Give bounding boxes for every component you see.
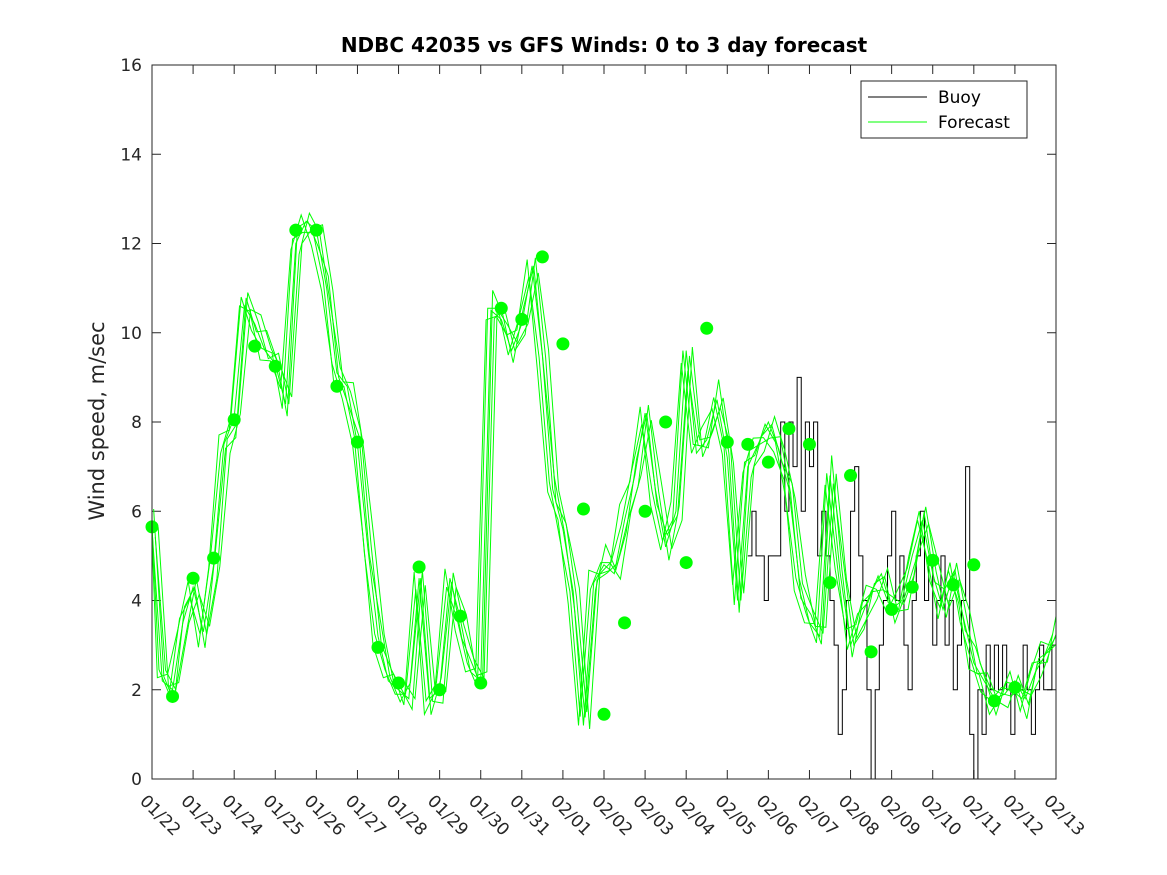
forecast-point [515, 312, 529, 326]
forecast-point [412, 560, 426, 574]
x-tick-label: 01/24 [218, 791, 267, 840]
y-axis-label: Wind speed, m/sec [85, 321, 109, 520]
y-tick-label: 8 [131, 413, 142, 433]
y-tick-label: 12 [120, 235, 142, 255]
forecast-line [151, 220, 1057, 726]
forecast-point [659, 415, 673, 429]
y-tick-label: 2 [131, 681, 142, 701]
x-tick-label: 01/22 [135, 791, 184, 840]
forecast-point [700, 321, 714, 335]
forecast-point [741, 437, 755, 451]
forecast-point [885, 602, 899, 616]
forecast-point [905, 580, 919, 594]
forecast-point [268, 359, 282, 373]
x-tick-label: 02/10 [916, 791, 965, 840]
buoy-series [747, 376, 1057, 780]
x-tick-label: 02/05 [711, 791, 760, 840]
x-tick-label: 02/04 [670, 791, 719, 840]
buoy-line [747, 376, 1057, 780]
forecast-point [679, 556, 693, 570]
forecast-point [371, 640, 385, 654]
x-tick-label: 02/13 [1039, 791, 1088, 840]
x-tick-label: 02/12 [998, 791, 1047, 840]
x-tick-label: 01/26 [300, 791, 349, 840]
x-tick-label: 02/02 [587, 791, 636, 840]
forecast-point [967, 558, 981, 572]
forecast-point [987, 694, 1001, 708]
forecast-point [597, 707, 611, 721]
x-tick-label: 02/09 [875, 791, 924, 840]
forecast-point [350, 435, 364, 449]
forecast-point [864, 645, 878, 659]
legend: Buoy Forecast [860, 80, 1028, 139]
forecast-point [576, 502, 590, 516]
y-tick-label: 16 [120, 56, 142, 76]
forecast-point [802, 437, 816, 451]
y-tick-label: 0 [131, 770, 142, 790]
forecast-point [289, 223, 303, 237]
forecast-point [720, 435, 734, 449]
x-tick-label: 02/01 [546, 791, 595, 840]
x-tick-label: 02/11 [957, 791, 1006, 840]
forecast-point [844, 469, 858, 483]
forecast-point [638, 504, 652, 518]
forecast-point [392, 676, 406, 690]
x-tick-label: 02/08 [834, 791, 883, 840]
forecast-point [207, 551, 221, 565]
forecast-point [823, 576, 837, 590]
forecast-point [186, 571, 200, 585]
x-tick-label: 02/06 [752, 791, 801, 840]
legend-buoy-label: Buoy [938, 88, 981, 108]
forecast-point [309, 223, 323, 237]
y-tick-label: 6 [131, 502, 142, 522]
plot-background [152, 65, 1056, 779]
forecast-point [946, 578, 960, 592]
forecast-point [474, 676, 488, 690]
forecast-point [227, 413, 241, 427]
forecast-point [618, 616, 632, 630]
x-tick-label: 01/30 [464, 791, 513, 840]
x-tick-label: 02/03 [629, 791, 678, 840]
forecast-point [761, 455, 775, 469]
forecast-point [1008, 681, 1022, 695]
forecast-line [153, 220, 1057, 719]
forecast-point [166, 689, 180, 703]
chart-title: NDBC 42035 vs GFS Winds: 0 to 3 day fore… [341, 33, 868, 57]
x-tick-label: 01/31 [505, 791, 554, 840]
legend-forecast-label: Forecast [938, 113, 1010, 133]
forecast-point [494, 301, 508, 315]
x-tick-label: 01/25 [259, 791, 308, 840]
forecast-point [433, 683, 447, 697]
y-tick-label: 4 [131, 592, 142, 612]
legend-box [860, 80, 1028, 139]
forecast-point [453, 609, 467, 623]
y-tick-label: 14 [120, 145, 142, 165]
x-tick-label: 01/28 [382, 791, 431, 840]
y-tick-label: 10 [120, 324, 142, 344]
x-tick-label: 01/23 [177, 791, 226, 840]
x-tick-label: 01/29 [423, 791, 472, 840]
forecast-point [926, 553, 940, 567]
forecast-point [248, 339, 262, 353]
x-tick-label: 01/27 [341, 791, 390, 840]
forecast-point [330, 379, 344, 393]
forecast-point [535, 250, 549, 264]
plot-frame [151, 64, 1057, 780]
forecast-point [556, 337, 570, 351]
x-tick-label: 02/07 [793, 791, 842, 840]
forecast-point [782, 422, 796, 436]
